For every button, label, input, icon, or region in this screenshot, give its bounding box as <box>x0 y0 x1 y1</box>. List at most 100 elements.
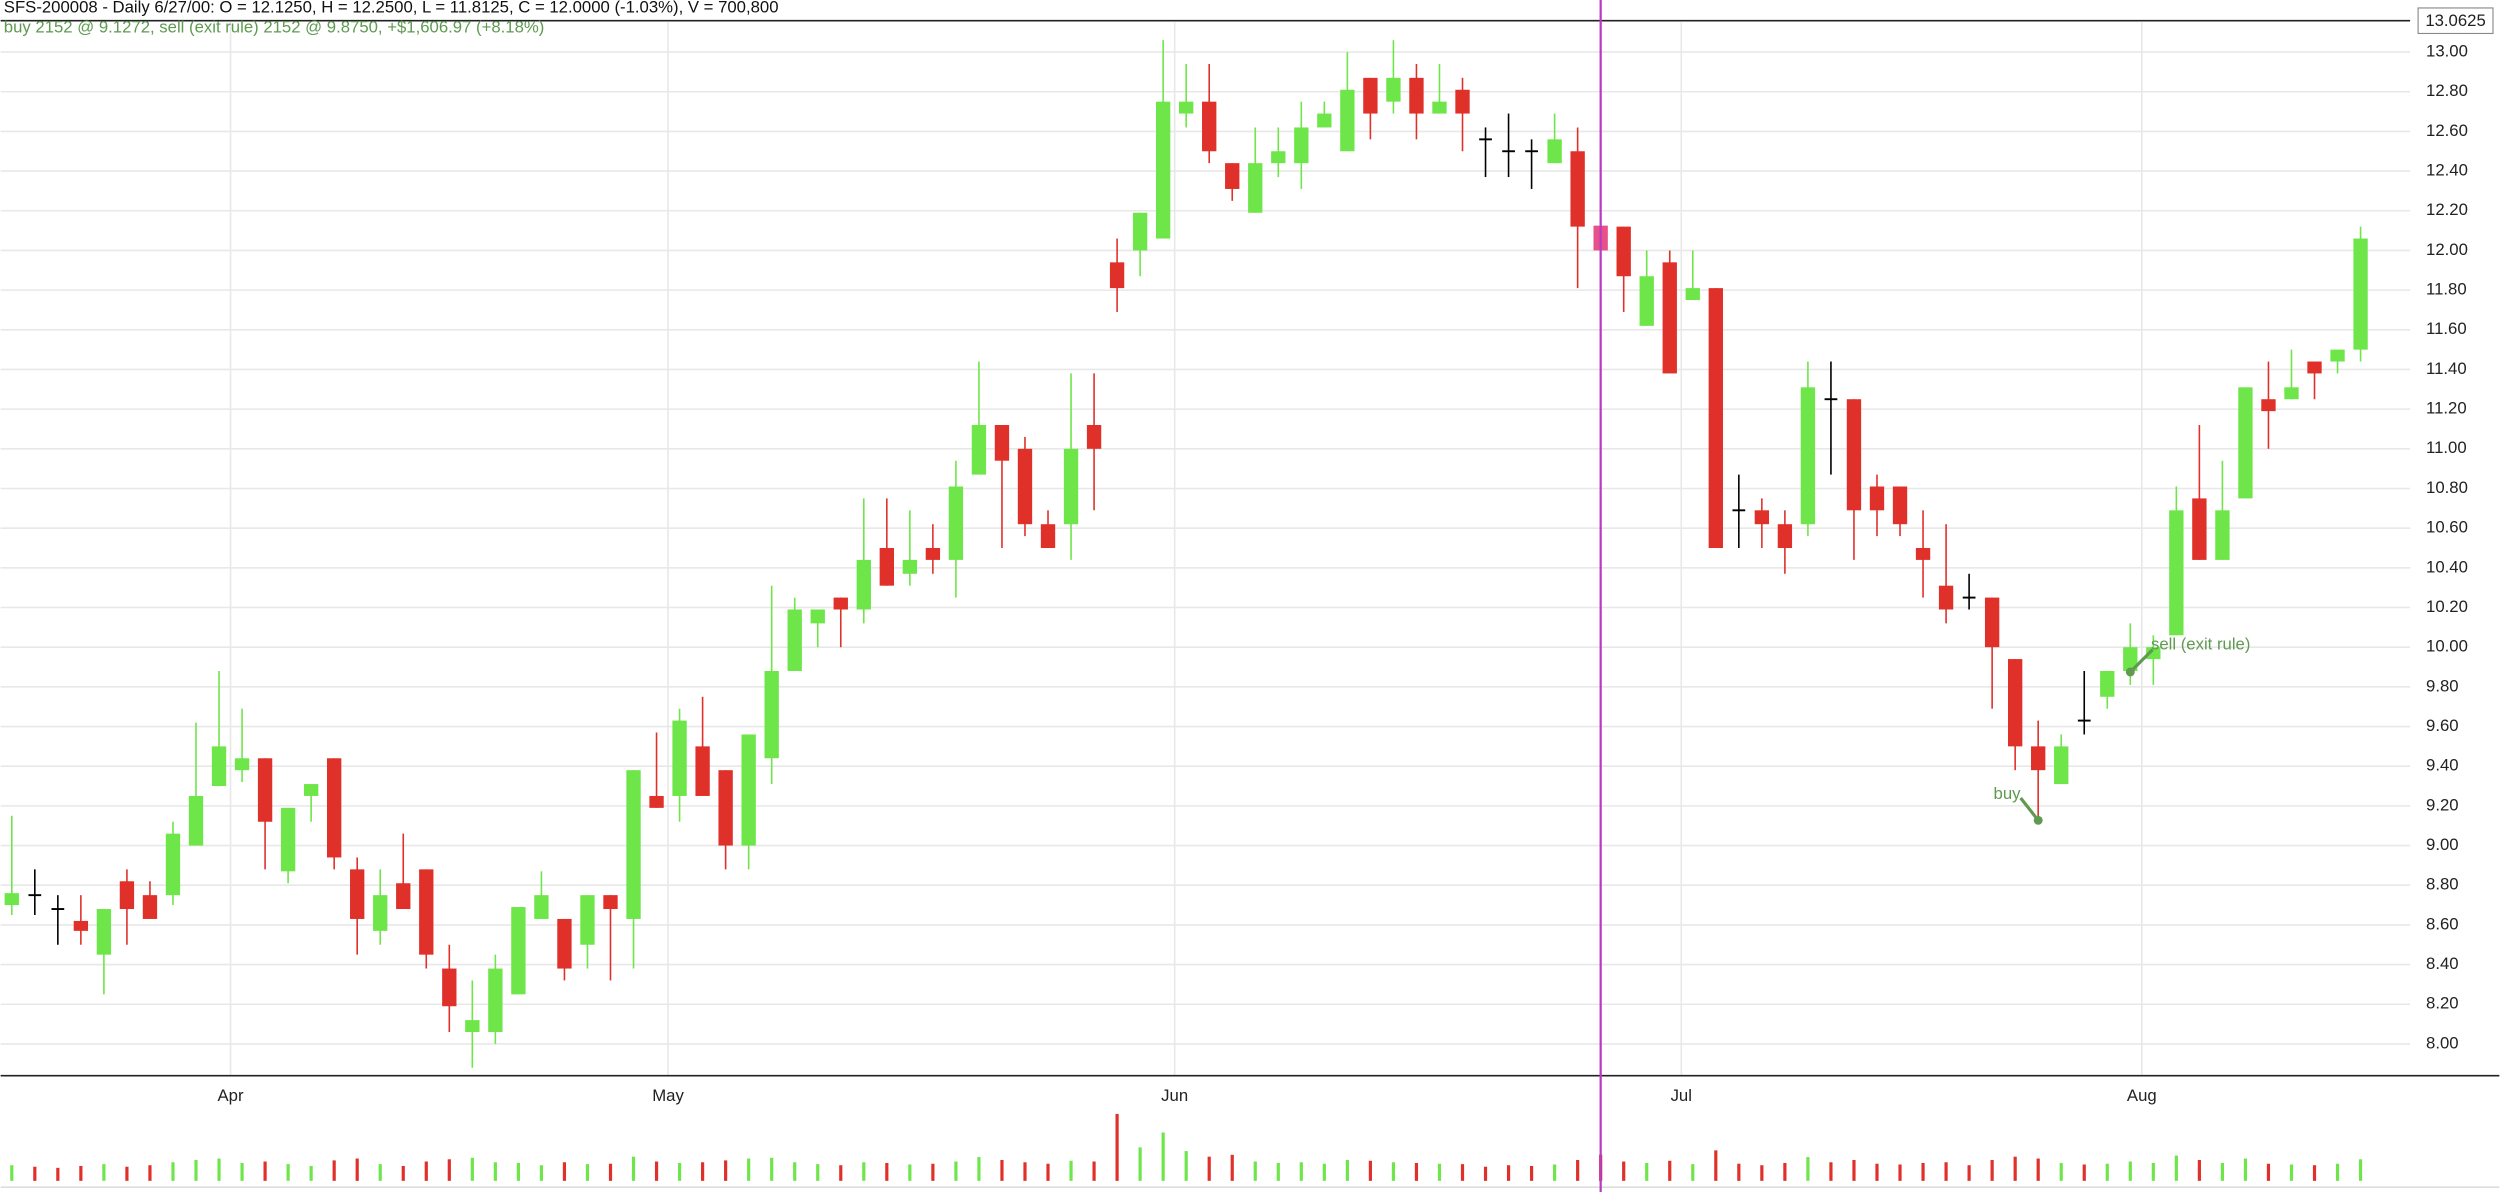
candle-body <box>2238 387 2253 499</box>
candle-body <box>649 795 664 808</box>
candle-body <box>1363 77 1378 114</box>
x-tick-label: Apr <box>218 1086 244 1105</box>
volume-bar <box>1806 1157 1810 1181</box>
candle-body <box>580 895 595 945</box>
x-tick-label: May <box>652 1086 684 1105</box>
candle-body <box>1386 77 1401 102</box>
volume-bar <box>954 1161 958 1181</box>
price-marker: 13.0625 <box>2425 11 2485 30</box>
volume-bar <box>1760 1165 1764 1181</box>
volume-bar <box>1553 1164 1557 1181</box>
candle-body <box>4 893 19 906</box>
x-tick-label: Aug <box>2127 1086 2157 1105</box>
volume-bar <box>1576 1160 1580 1181</box>
y-tick-label: 8.00 <box>2426 1033 2459 1052</box>
volume-bar <box>2197 1160 2201 1181</box>
candle-body <box>1846 399 1862 511</box>
volume-bar <box>885 1162 889 1181</box>
candle-body <box>96 909 112 955</box>
volume-bar <box>1967 1165 1971 1181</box>
candle-body <box>1892 486 1908 525</box>
x-tick-label: Jul <box>1671 1086 1692 1105</box>
annotation-point <box>2125 667 2135 677</box>
annotation-arrow <box>2019 797 2040 822</box>
candle-body <box>1340 89 1355 152</box>
candle-body <box>2123 647 2138 671</box>
volume-bar <box>33 1166 37 1181</box>
overlay-layer: buy sell (exit rule) <box>1599 0 2250 1192</box>
volume-bar <box>286 1164 290 1181</box>
volume-bar <box>1184 1151 1188 1181</box>
y-tick-label: 10.60 <box>2426 518 2468 537</box>
volume-bar <box>1875 1163 1879 1181</box>
candle-body <box>257 758 273 822</box>
y-tick-label: 9.60 <box>2426 716 2459 735</box>
volume-bar <box>2059 1162 2063 1181</box>
volume-bar <box>217 1158 221 1181</box>
volume-bar <box>562 1162 567 1181</box>
volume-bar <box>1092 1161 1096 1181</box>
volume-bar <box>631 1156 636 1181</box>
volume-bar <box>10 1165 14 1181</box>
volume-bar <box>1322 1163 1326 1181</box>
annotation-arrow <box>2129 648 2154 674</box>
annotation-label: sell (exit rule) <box>2151 634 2250 653</box>
candle-body <box>2054 746 2069 785</box>
volume-bar <box>931 1163 935 1181</box>
candle-body <box>373 895 388 931</box>
volume-bar <box>2082 1164 2086 1181</box>
candle-body <box>119 881 135 910</box>
volume-bar <box>401 1165 405 1181</box>
y-tick-label: 11.80 <box>2426 280 2467 299</box>
candle-body <box>1754 510 1770 525</box>
volume-bar <box>2174 1155 2178 1181</box>
volume-bar <box>125 1166 129 1181</box>
candle-body <box>465 1020 480 1033</box>
candle-body <box>1179 101 1194 114</box>
y-tick-label: 12.60 <box>2426 121 2468 140</box>
candle-body <box>1455 89 1470 114</box>
volume-bar <box>332 1160 336 1181</box>
volume-bar <box>1990 1160 1994 1181</box>
volume-bar <box>309 1165 313 1181</box>
volume-bar <box>1506 1165 1511 1181</box>
volume-bar <box>516 1162 520 1181</box>
candle-body <box>1317 113 1332 128</box>
volume-bar <box>654 1161 659 1181</box>
candle-body <box>2192 498 2207 560</box>
candle-body <box>488 968 503 1033</box>
candle-body <box>1547 139 1562 164</box>
volume-bar <box>424 1161 428 1181</box>
candle-body <box>557 918 572 969</box>
volume-bar <box>1944 1162 1948 1181</box>
candle-body <box>2261 399 2276 412</box>
candle-body <box>1409 77 1424 114</box>
volume-bar <box>1414 1162 1419 1181</box>
candle-body <box>1109 262 1125 289</box>
candle-body <box>280 807 296 872</box>
volume-bar <box>724 1160 728 1181</box>
candle-body <box>1800 387 1816 525</box>
volume-bar <box>2266 1163 2271 1181</box>
volume-bar <box>2128 1161 2132 1181</box>
candle-body <box>672 720 687 796</box>
volume-bar <box>1668 1160 1672 1181</box>
header-title: SFS-200008 - Daily 6/27/00: O = 12.1250,… <box>4 0 779 16</box>
volume-bar <box>1161 1132 1165 1181</box>
volume-bar <box>2335 1163 2340 1181</box>
volume-bar <box>701 1162 705 1181</box>
y-tick-label: 8.20 <box>2426 994 2459 1013</box>
volume-bar <box>1115 1113 1119 1181</box>
candle-body <box>925 547 941 560</box>
candle-body <box>1938 585 1954 610</box>
candle-body <box>1777 524 1793 548</box>
candle-body <box>396 883 411 910</box>
y-tick-label: 12.00 <box>2426 240 2468 259</box>
y-tick-label: 11.00 <box>2426 438 2467 457</box>
volume-bar <box>1207 1156 1211 1181</box>
volume-bar <box>1483 1166 1488 1181</box>
trade-summary: buy 2152 @ 9.1272, sell (exit rule) 2152… <box>4 17 545 36</box>
y-tick-label: 9.00 <box>2426 835 2459 854</box>
